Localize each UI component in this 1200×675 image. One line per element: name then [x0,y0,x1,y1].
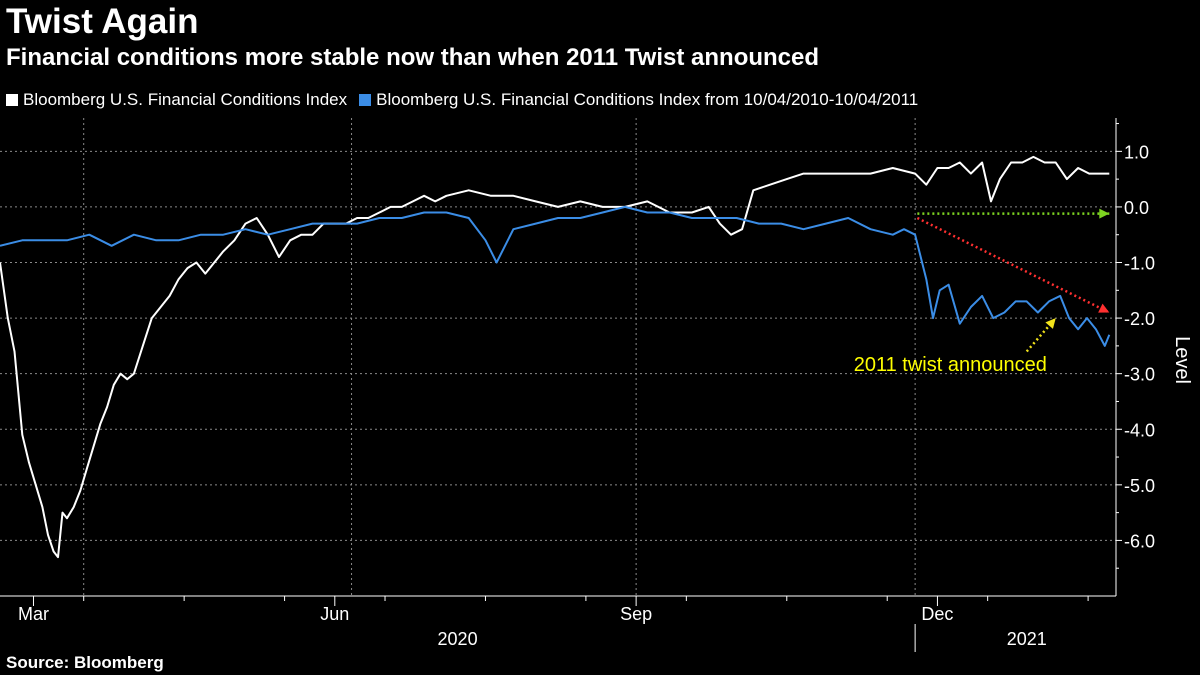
year-label: 2020 [438,629,478,649]
y-tick-label: -5.0 [1124,476,1155,496]
y-tick-label: 1.0 [1124,142,1149,162]
chart-subtitle: Financial conditions more stable now tha… [6,44,820,71]
legend-item-fci: Bloomberg U.S. Financial Conditions Inde… [6,90,347,110]
y-axis-label: Level [1171,336,1193,384]
legend-swatch-white [6,94,18,106]
legend-label-fci: Bloomberg U.S. Financial Conditions Inde… [23,90,348,109]
annotation-label: 2011 twist announced [854,354,1047,376]
x-tick-label: Jun [320,604,349,624]
legend-item-fci-2011: Bloomberg U.S. Financial Conditions Inde… [359,90,918,110]
y-tick-label: -3.0 [1124,365,1155,385]
year-label: 2021 [1007,629,1047,649]
x-tick-label: Mar [18,604,49,624]
y-tick-label: -1.0 [1124,254,1155,274]
y-tick-label: -6.0 [1124,531,1155,551]
x-tick-label: Sep [620,604,652,624]
arrow-red-head [1098,303,1110,313]
legend-label-fci-2011: Bloomberg U.S. Financial Conditions Inde… [376,90,919,109]
chart-title: Twist Again [6,2,199,41]
arrow-green-head [1099,208,1110,219]
y-tick-label: 0.0 [1124,198,1149,218]
series-line-fci [0,155,1110,559]
y-tick-label: -2.0 [1124,309,1155,329]
legend: Bloomberg U.S. Financial Conditions Inde… [6,90,918,110]
series-line-fci-2011 [0,205,1111,347]
x-tick-label: Dec [921,604,953,624]
legend-swatch-blue [359,94,372,106]
source-note: Source: Bloomberg [6,653,164,672]
arrow-red-line [916,216,1110,314]
arrow-yellow-head [1045,318,1056,329]
y-tick-label: -4.0 [1124,420,1155,440]
